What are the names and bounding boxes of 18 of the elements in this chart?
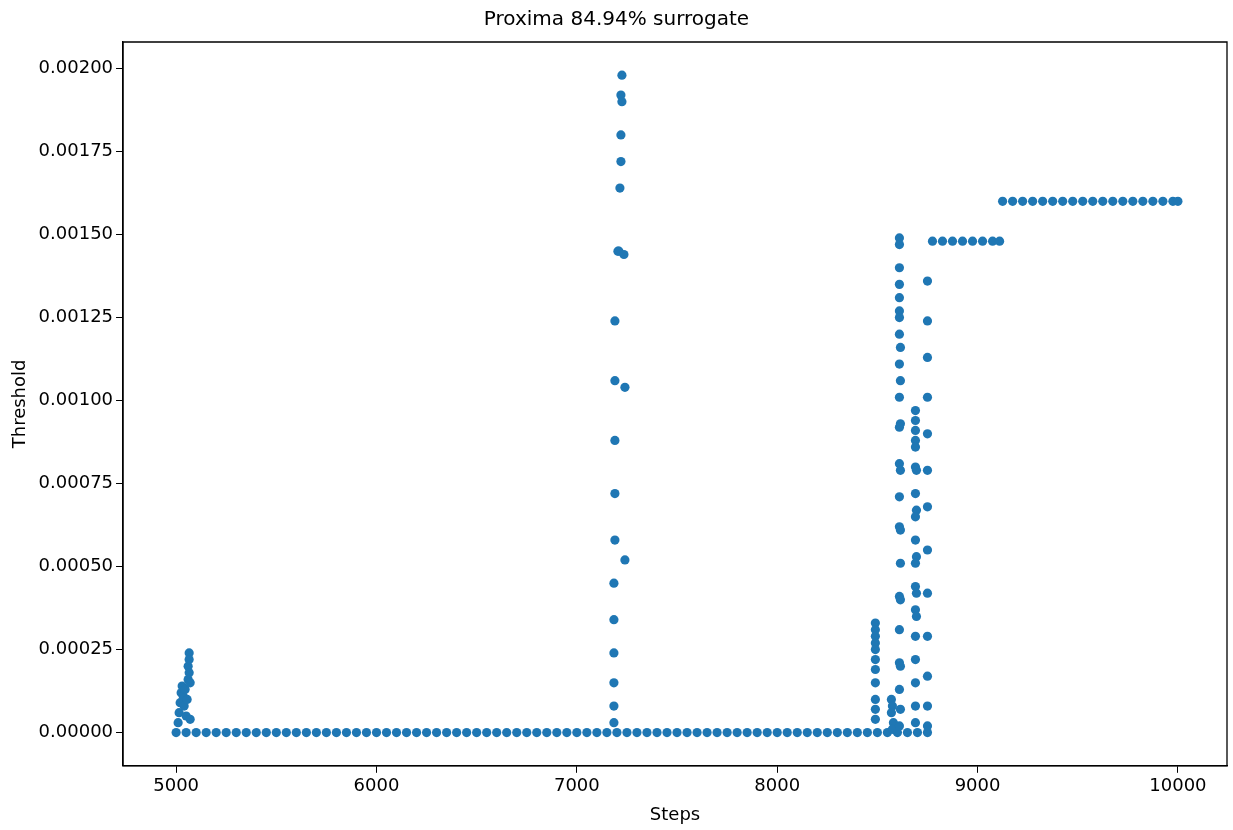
- y-tick-label: 0.00150: [38, 222, 114, 244]
- x-tick-label: 10000: [1149, 774, 1207, 796]
- x-tick-label: 6000: [353, 774, 400, 796]
- y-axis-title: Threshold: [8, 359, 30, 450]
- y-tick-label: 0.00175: [38, 139, 114, 161]
- y-tick-label: 0.00125: [38, 305, 114, 327]
- x-tick-label: 7000: [553, 774, 600, 796]
- x-tick-label: 5000: [153, 774, 200, 796]
- y-tick-label: 0.00000: [38, 720, 114, 742]
- x-tick-label: 9000: [954, 774, 1001, 796]
- x-tick-label: 8000: [754, 774, 801, 796]
- y-tick-label: 0.00025: [38, 637, 114, 659]
- y-tick-label: 0.00200: [38, 56, 114, 78]
- y-tick-label: 0.00100: [38, 388, 114, 410]
- x-axis-title: Steps: [649, 802, 701, 824]
- y-tick-label: 0.00075: [38, 471, 114, 493]
- chart-title: Proxima 84.94% surrogate: [483, 6, 750, 31]
- y-tick-label: 0.00050: [38, 554, 114, 576]
